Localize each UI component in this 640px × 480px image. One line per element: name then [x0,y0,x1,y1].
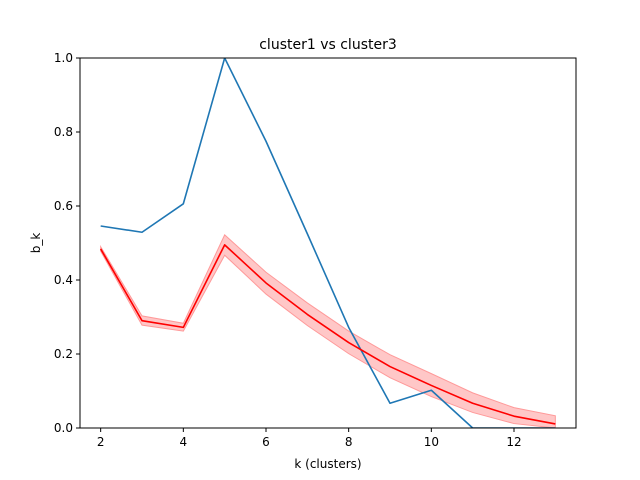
y-tick-label: 0.0 [54,421,73,435]
plot-area [80,58,576,428]
series-1-line [100,58,556,428]
x-tick-label: 2 [97,435,105,449]
chart-title: cluster1 vs cluster3 [259,37,397,53]
axis-ticks: 2 4 6 8 10 12 0.0 0.2 0.4 0.6 0.8 1.0 [54,51,522,449]
y-tick-label: 0.8 [54,125,73,139]
series-2-band [100,234,556,428]
x-tick-label: 10 [424,435,439,449]
y-tick-label: 0.2 [54,347,73,361]
series-2-line [99,244,556,425]
x-tick-label: 6 [262,435,270,449]
x-tick-label: 8 [345,435,353,449]
x-tick-label: 12 [506,435,521,449]
x-axis-label: k (clusters) [294,457,361,471]
plot-marks [99,58,556,428]
y-tick-label: 0.4 [54,273,73,287]
x-tick-label: 4 [180,435,188,449]
y-tick-label: 0.6 [54,199,73,213]
y-tick-label: 1.0 [54,51,73,65]
plot-frame [79,57,577,429]
y-axis-label: b_k [29,233,43,254]
